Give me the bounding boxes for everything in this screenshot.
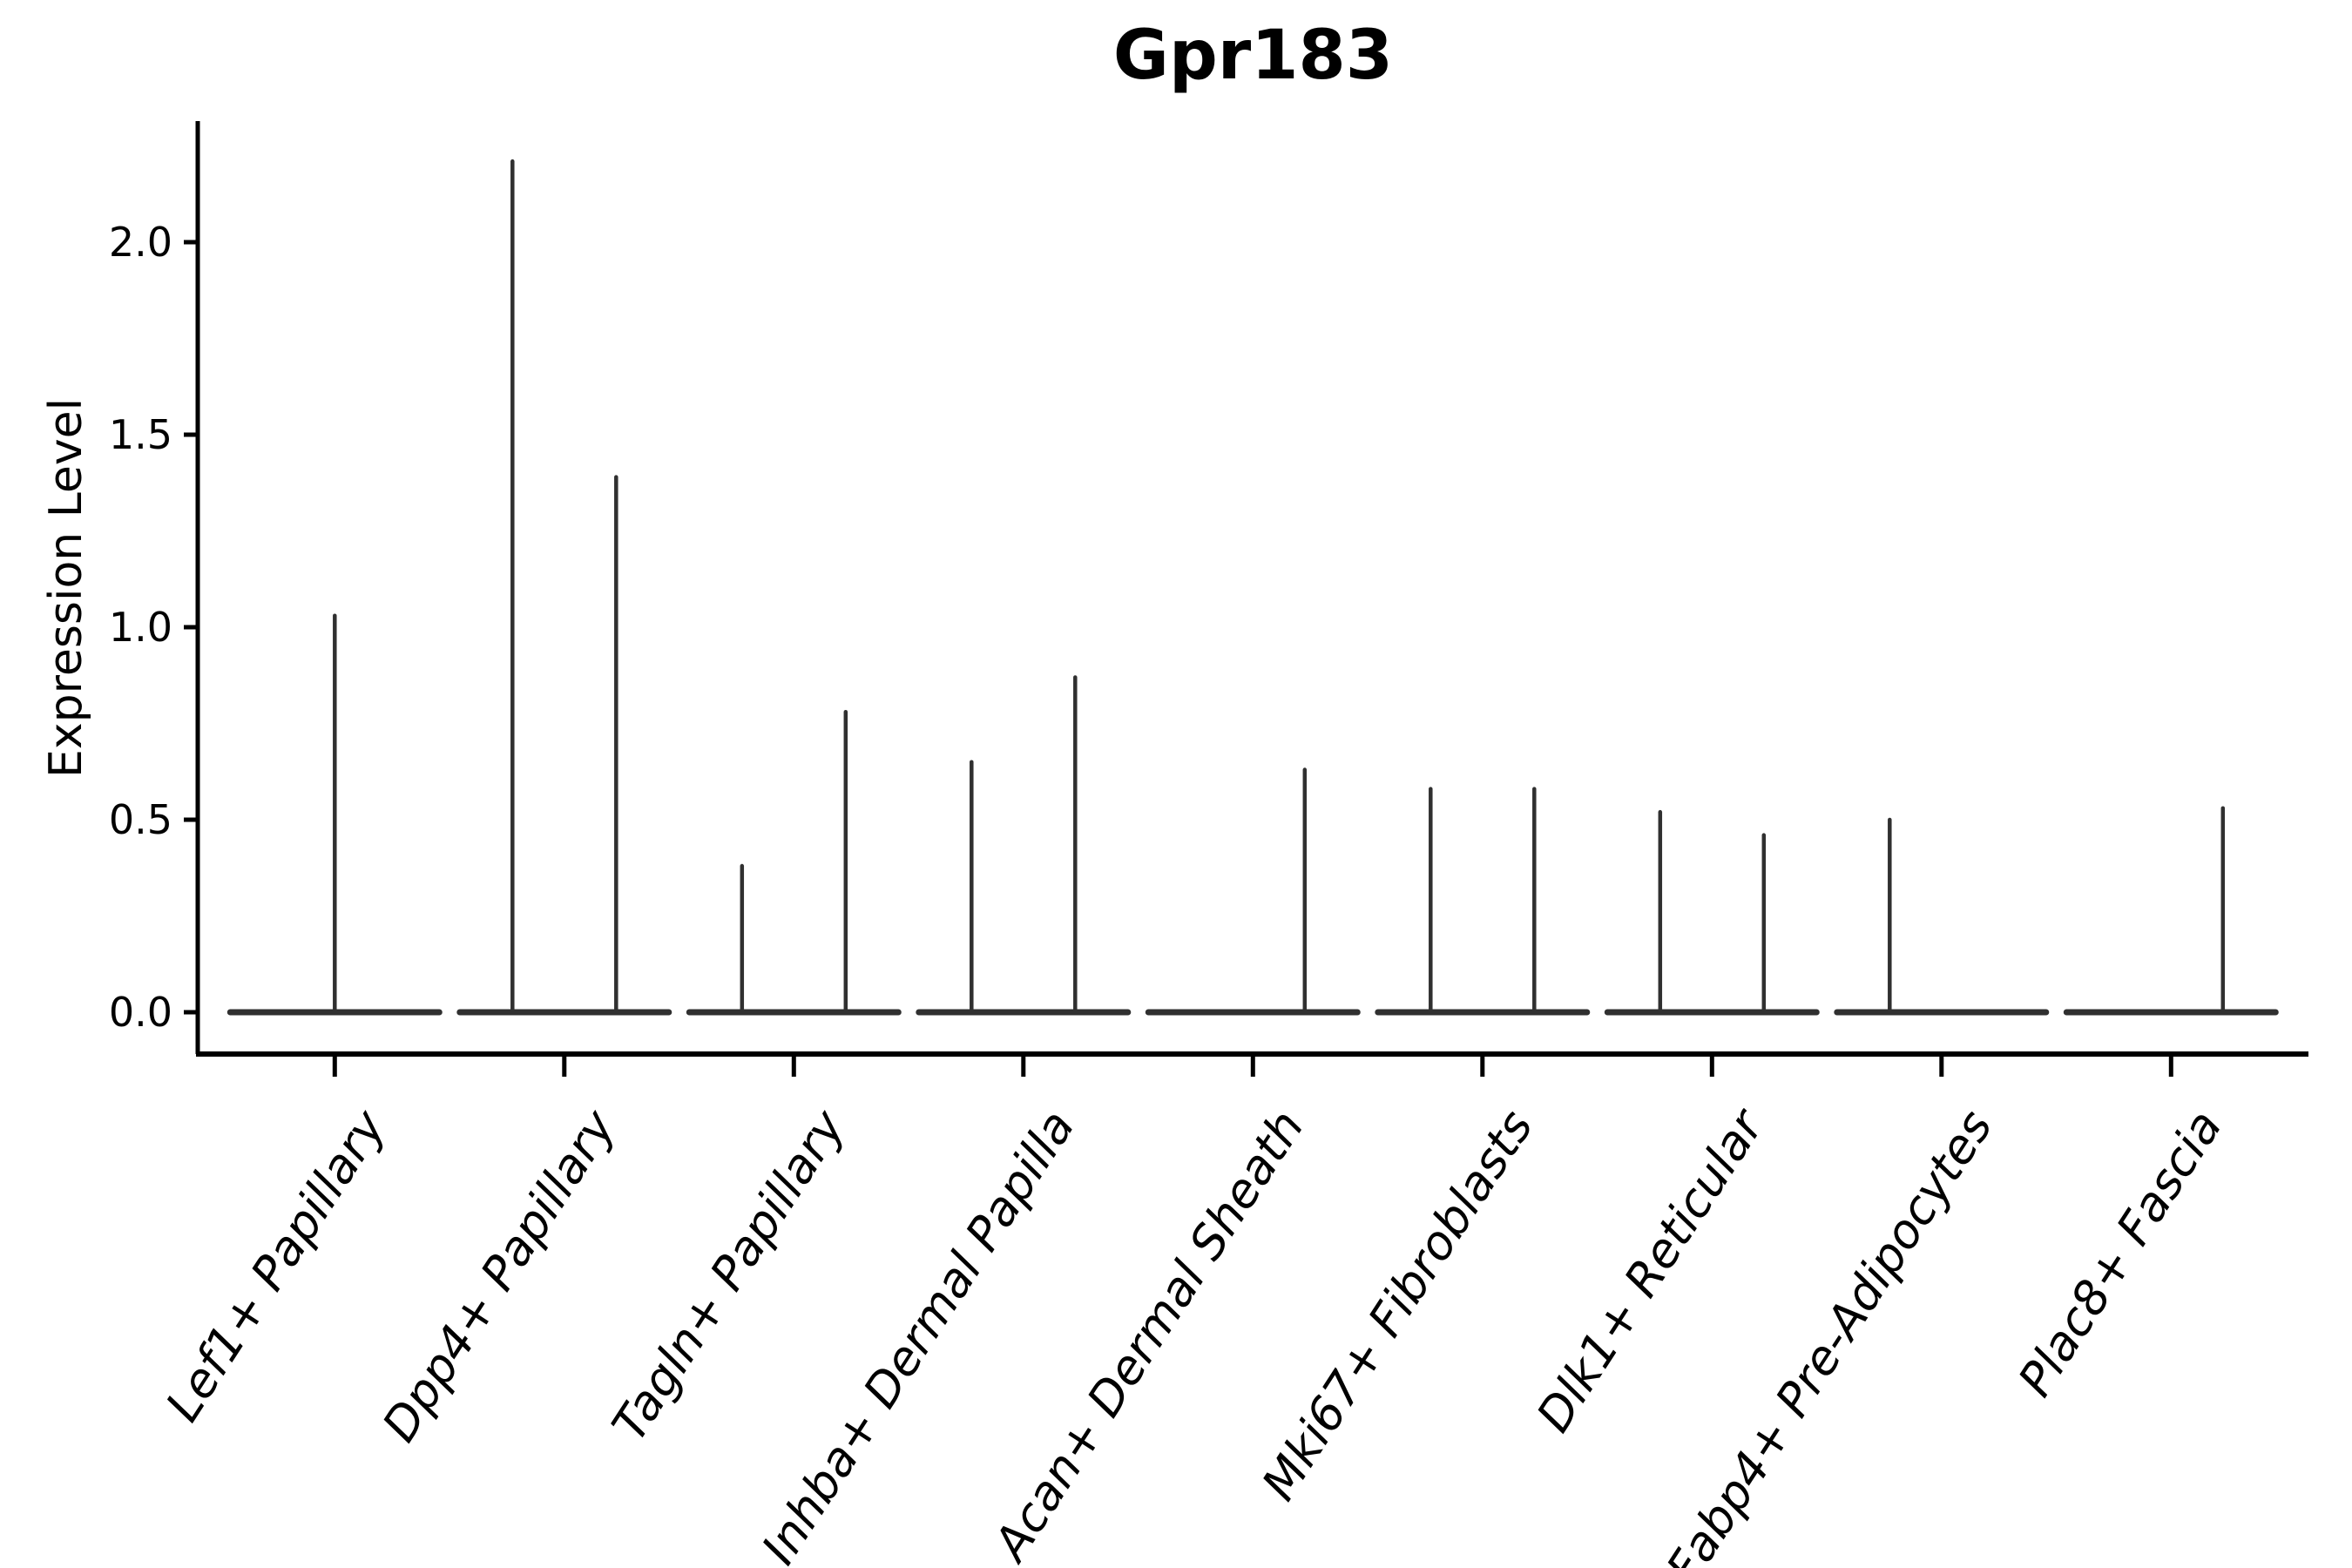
- y-tick-label: 1.5: [109, 411, 172, 458]
- y-tick-label: 0.5: [109, 796, 172, 843]
- y-axis-label: Expression Level: [40, 397, 92, 779]
- y-tick-label: 0.0: [109, 989, 172, 1036]
- chart-title: Gpr183: [1112, 17, 1394, 95]
- y-tick-label: 1.0: [109, 604, 172, 651]
- y-tick-label: 2.0: [109, 219, 172, 266]
